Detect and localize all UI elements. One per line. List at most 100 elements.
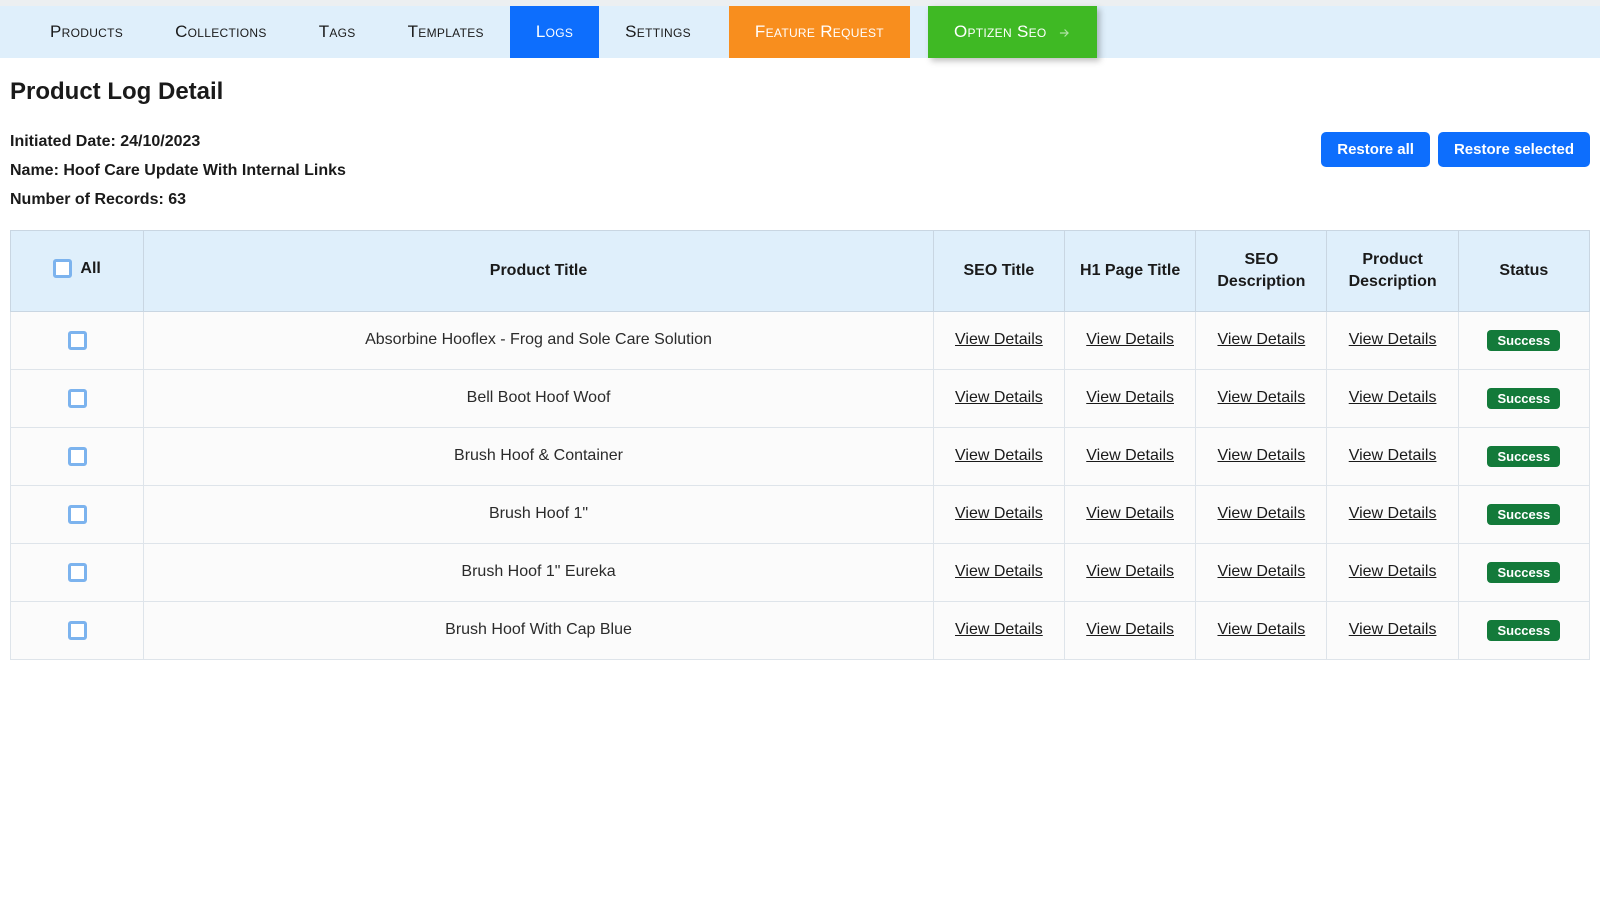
status-badge: Success	[1487, 562, 1560, 583]
view-details-link[interactable]: View Details	[955, 563, 1043, 580]
cell-seo-title: View Details	[933, 311, 1064, 369]
meta-records: Number of Records: 63	[10, 186, 346, 215]
nav-item-tags[interactable]: Tags	[293, 6, 382, 58]
view-details-link[interactable]: View Details	[1217, 621, 1305, 638]
cell-h1-page-title: View Details	[1065, 311, 1196, 369]
cell-checkbox	[11, 311, 144, 369]
row-checkbox[interactable]	[68, 389, 87, 408]
row-checkbox[interactable]	[68, 447, 87, 466]
cell-product-title: Bell Boot Hoof Woof	[144, 369, 934, 427]
select-all-checkbox[interactable]	[53, 259, 72, 278]
view-details-link[interactable]: View Details	[955, 389, 1043, 406]
table-row: Absorbine Hooflex - Frog and Sole Care S…	[11, 311, 1590, 369]
arrow-right-icon	[1057, 25, 1071, 39]
cell-checkbox	[11, 601, 144, 659]
cell-product-title: Brush Hoof With Cap Blue	[144, 601, 934, 659]
cell-checkbox	[11, 427, 144, 485]
th-status: Status	[1458, 231, 1589, 311]
view-details-link[interactable]: View Details	[1217, 505, 1305, 522]
cell-product-title: Brush Hoof & Container	[144, 427, 934, 485]
meta-initiated-label: Initiated Date:	[10, 133, 116, 150]
cell-h1-page-title: View Details	[1065, 427, 1196, 485]
cell-status: Success	[1458, 601, 1589, 659]
cell-product-title: Absorbine Hooflex - Frog and Sole Care S…	[144, 311, 934, 369]
cell-product-title: Brush Hoof 1"	[144, 485, 934, 543]
cell-status: Success	[1458, 543, 1589, 601]
cell-status: Success	[1458, 485, 1589, 543]
cell-product-description: View Details	[1327, 311, 1458, 369]
nav-item-templates[interactable]: Templates	[382, 6, 510, 58]
cell-product-description: View Details	[1327, 601, 1458, 659]
cell-h1-page-title: View Details	[1065, 369, 1196, 427]
cell-status: Success	[1458, 427, 1589, 485]
cell-seo-title: View Details	[933, 543, 1064, 601]
table-row: Brush Hoof & Container View Details View D…	[11, 427, 1590, 485]
cell-seo-title: View Details	[933, 427, 1064, 485]
meta-name-label: Name:	[10, 162, 59, 179]
view-details-link[interactable]: View Details	[1349, 447, 1437, 464]
view-details-link[interactable]: View Details	[955, 505, 1043, 522]
view-details-link[interactable]: View Details	[1086, 447, 1174, 464]
th-seo-description: SEO Description	[1196, 231, 1327, 311]
view-details-link[interactable]: View Details	[1349, 505, 1437, 522]
view-details-link[interactable]: View Details	[1086, 505, 1174, 522]
cell-product-description: View Details	[1327, 369, 1458, 427]
view-details-link[interactable]: View Details	[1349, 621, 1437, 638]
view-details-link[interactable]: View Details	[1217, 563, 1305, 580]
nav-item-products[interactable]: Products	[24, 6, 149, 58]
table-row: Bell Boot Hoof Woof View Details View Deta…	[11, 369, 1590, 427]
view-details-link[interactable]: View Details	[1217, 331, 1305, 348]
meta-initiated-date: Initiated Date: 24/10/2023	[10, 128, 346, 157]
cell-seo-description: View Details	[1196, 543, 1327, 601]
status-badge: Success	[1487, 330, 1560, 351]
cell-seo-description: View Details	[1196, 485, 1327, 543]
row-checkbox[interactable]	[68, 331, 87, 350]
nav-item-settings[interactable]: Settings	[599, 6, 717, 58]
meta-name-value: Hoof Care Update With Internal Links	[63, 162, 346, 179]
nav-item-optizen-seo[interactable]: Optizen Seo	[928, 6, 1097, 58]
row-checkbox[interactable]	[68, 563, 87, 582]
view-details-link[interactable]: View Details	[955, 447, 1043, 464]
cell-seo-title: View Details	[933, 369, 1064, 427]
view-details-link[interactable]: View Details	[1086, 563, 1174, 580]
th-select-all: All	[11, 231, 144, 311]
meta-records-label: Number of Records:	[10, 191, 164, 208]
view-details-link[interactable]: View Details	[955, 331, 1043, 348]
select-all-label: All	[80, 258, 100, 280]
row-checkbox[interactable]	[68, 621, 87, 640]
row-checkbox[interactable]	[68, 505, 87, 524]
meta-records-value: 63	[168, 191, 186, 208]
top-navbar: Products Collections Tags Templates Logs…	[0, 0, 1600, 58]
view-details-link[interactable]: View Details	[1349, 563, 1437, 580]
meta-initiated-value: 24/10/2023	[120, 133, 200, 150]
cell-seo-description: View Details	[1196, 369, 1327, 427]
table-row: Brush Hoof 1" EurekaView DetailsView Det…	[11, 543, 1590, 601]
view-details-link[interactable]: View Details	[1086, 621, 1174, 638]
log-table: All Product Title SEO Title H1 Page Titl…	[10, 230, 1590, 659]
cell-h1-page-title: View Details	[1065, 601, 1196, 659]
cell-seo-description: View Details	[1196, 311, 1327, 369]
cell-product-description: View Details	[1327, 427, 1458, 485]
th-product-title: Product Title	[144, 231, 934, 311]
view-details-link[interactable]: View Details	[1217, 447, 1305, 464]
page-body: Product Log Detail Initiated Date: 24/10…	[0, 58, 1600, 660]
meta-lines: Initiated Date: 24/10/2023 Name: Hoof Ca…	[10, 128, 346, 214]
nav-item-logs[interactable]: Logs	[510, 6, 599, 58]
restore-selected-button[interactable]: Restore selected	[1438, 132, 1590, 167]
nav-item-feature-request[interactable]: Feature Request	[729, 6, 910, 58]
view-details-link[interactable]: View Details	[1217, 389, 1305, 406]
cell-checkbox	[11, 543, 144, 601]
view-details-link[interactable]: View Details	[1086, 331, 1174, 348]
view-details-link[interactable]: View Details	[955, 621, 1043, 638]
nav-item-optizen-label: Optizen Seo	[954, 22, 1047, 42]
view-details-link[interactable]: View Details	[1086, 389, 1174, 406]
restore-all-button[interactable]: Restore all	[1321, 132, 1430, 167]
status-badge: Success	[1487, 446, 1560, 467]
cell-status: Success	[1458, 369, 1589, 427]
nav-item-collections[interactable]: Collections	[149, 6, 293, 58]
view-details-link[interactable]: View Details	[1349, 389, 1437, 406]
cell-seo-description: View Details	[1196, 427, 1327, 485]
view-details-link[interactable]: View Details	[1349, 331, 1437, 348]
meta-row: Initiated Date: 24/10/2023 Name: Hoof Ca…	[10, 128, 1590, 214]
action-buttons: Restore all Restore selected	[1321, 132, 1590, 167]
